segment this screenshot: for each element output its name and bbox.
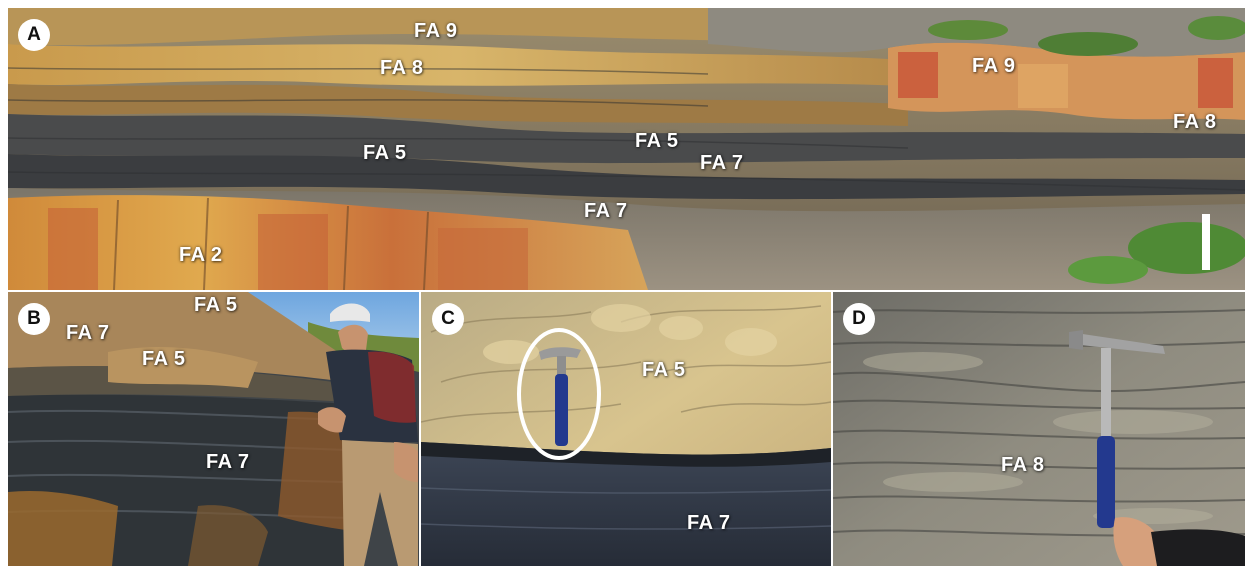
fa-label: FA 9: [414, 20, 458, 42]
panel-a-outcrop-photo: A FA 9 FA 8 FA 5 FA 5 FA 7 FA 7 FA 2 FA …: [8, 8, 1245, 290]
laminated-facies-image: [833, 292, 1245, 566]
panel-d-outcrop-photo: D FA 8: [833, 292, 1245, 566]
fa-label: FA 8: [1001, 454, 1045, 476]
rock-hammer: [1069, 330, 1165, 528]
fa-label: FA 8: [380, 57, 424, 79]
fa-label: FA 5: [363, 142, 407, 164]
panel-a-label: A: [18, 19, 50, 51]
fa-label: FA 7: [66, 322, 110, 344]
highlight-ellipse: [517, 328, 601, 460]
geologist-figure: [318, 303, 418, 566]
fa-label: FA 7: [687, 512, 731, 534]
rock-hammer: [539, 347, 581, 446]
fa-label: FA 5: [635, 130, 679, 152]
panel-d-label: D: [843, 303, 875, 335]
fa-label: FA 7: [584, 200, 628, 222]
outcrop-panorama-image: [8, 8, 1245, 290]
panel-c-contact-photo: C FA 5 FA 7: [421, 292, 831, 566]
fa-label: FA 7: [206, 451, 250, 473]
fa-label: FA 5: [194, 294, 238, 316]
panel-b-outcrop-photo: B FA 5 FA 7 FA 5 FA 7: [8, 292, 419, 566]
fa-label: FA 9: [972, 55, 1016, 77]
scale-bar: [1202, 214, 1210, 270]
facies-contact-image: [421, 292, 831, 566]
fa-label: FA 5: [142, 348, 186, 370]
panel-b-label: B: [18, 303, 50, 335]
outcrop-with-geologist-image: [8, 292, 419, 566]
fa-label: FA 8: [1173, 111, 1217, 133]
fa-label: FA 2: [179, 244, 223, 266]
panel-c-label: C: [432, 303, 464, 335]
fa-label: FA 7: [700, 152, 744, 174]
fa-label: FA 5: [642, 359, 686, 381]
